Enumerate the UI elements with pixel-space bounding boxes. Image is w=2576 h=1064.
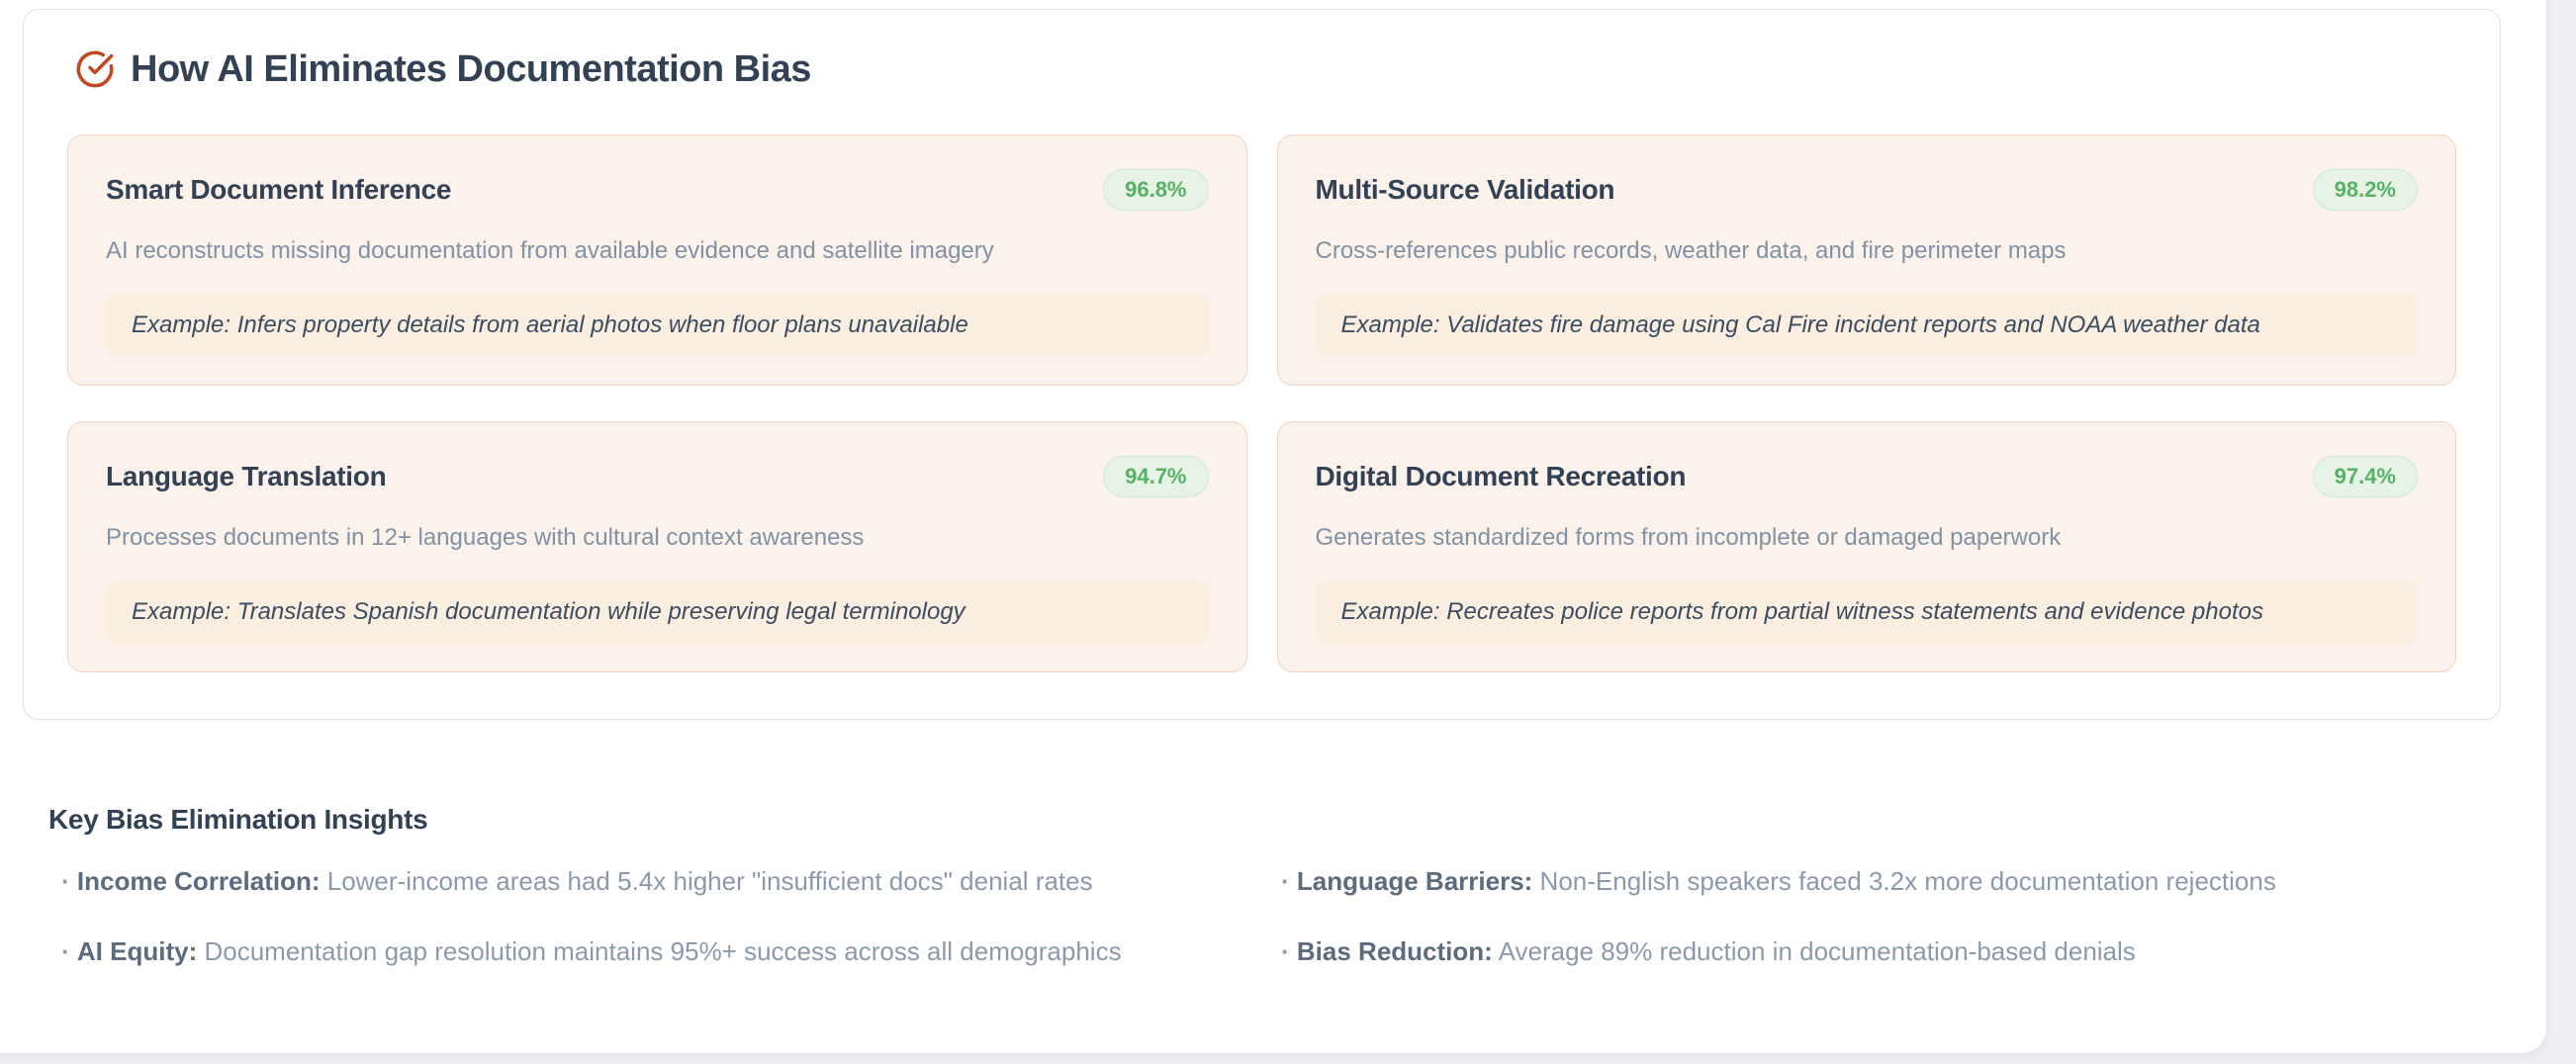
- circle-check-icon: [75, 49, 115, 89]
- capability-example: Example: Validates fire damage using Cal…: [1315, 294, 2418, 357]
- insight-text: Lower-income areas had 5.4x higher "insu…: [326, 866, 1093, 896]
- accuracy-badge: 94.7%: [1103, 456, 1209, 497]
- capability-example: Example: Infers property details from ae…: [106, 294, 1209, 357]
- capability-description: Processes documents in 12+ languages wit…: [106, 524, 865, 551]
- insights-heading: Key Bias Elimination Insights: [48, 804, 428, 835]
- capability-card-header: Language Translation 94.7%: [106, 456, 1209, 497]
- capability-card-digital-document-recreation: Digital Document Recreation 97.4% Genera…: [1276, 421, 2456, 672]
- bullet-icon: ·: [61, 866, 70, 896]
- panel-header: How AI Eliminates Documentation Bias: [75, 47, 2456, 91]
- insights-grid: · Income Correlation: Lower-income areas…: [48, 865, 2472, 967]
- insight-label: Language Barriers:: [1296, 866, 1533, 896]
- bullet-icon: ·: [1281, 866, 1290, 896]
- capability-example: Example: Translates Spanish documentatio…: [106, 580, 1209, 644]
- insight-item-language-barriers: · Language Barriers: Non-English speaker…: [1268, 865, 2472, 897]
- insights-section: Key Bias Elimination Insights · Income C…: [48, 802, 2472, 967]
- capability-card-header: Digital Document Recreation 97.4%: [1315, 456, 2418, 497]
- insight-item-ai-equity: · AI Equity: Documentation gap resolutio…: [48, 935, 1268, 967]
- insight-text: Documentation gap resolution maintains 9…: [204, 936, 1122, 966]
- page-title: How AI Eliminates Documentation Bias: [131, 47, 811, 90]
- insight-label: Bias Reduction:: [1296, 936, 1493, 966]
- capability-card-header: Smart Document Inference 96.8%: [106, 169, 1209, 211]
- documentation-bias-panel: How AI Eliminates Documentation Bias Sma…: [23, 9, 2501, 720]
- accuracy-badge: 98.2%: [2312, 169, 2418, 211]
- capability-card-language-translation: Language Translation 94.7% Processes doc…: [67, 421, 1247, 672]
- capability-description: Cross-references public records, weather…: [1315, 237, 2067, 264]
- capability-card-smart-document-inference: Smart Document Inference 96.8% AI recons…: [67, 134, 1247, 386]
- bullet-icon: ·: [1281, 936, 1290, 966]
- capability-description: Generates standardized forms from incomp…: [1315, 524, 2062, 551]
- insight-item-income-correlation: · Income Correlation: Lower-income areas…: [48, 865, 1268, 897]
- capability-title: Multi-Source Validation: [1315, 174, 1615, 205]
- capability-cards-grid: Smart Document Inference 96.8% AI recons…: [67, 134, 2456, 672]
- bullet-icon: ·: [61, 936, 70, 966]
- capability-card-header: Multi-Source Validation 98.2%: [1315, 169, 2418, 211]
- accuracy-badge: 97.4%: [2312, 456, 2418, 497]
- accuracy-badge: 96.8%: [1103, 169, 1209, 211]
- insight-label: Income Correlation:: [76, 866, 321, 896]
- insight-text: Non-English speakers faced 3.2x more doc…: [1539, 866, 2276, 896]
- insight-item-bias-reduction: · Bias Reduction: Average 89% reduction …: [1268, 935, 2472, 967]
- capability-description: AI reconstructs missing documentation fr…: [106, 237, 994, 264]
- capability-title: Language Translation: [106, 461, 387, 491]
- capability-example: Example: Recreates police reports from p…: [1315, 580, 2418, 644]
- capability-title: Smart Document Inference: [106, 174, 452, 205]
- main-container: How AI Eliminates Documentation Bias Sma…: [0, 0, 2547, 1054]
- capability-title: Digital Document Recreation: [1315, 461, 1687, 491]
- insight-label: AI Equity:: [76, 936, 198, 966]
- insight-text: Average 89% reduction in documentation-b…: [1498, 936, 2136, 966]
- capability-card-multi-source-validation: Multi-Source Validation 98.2% Cross-refe…: [1276, 134, 2456, 386]
